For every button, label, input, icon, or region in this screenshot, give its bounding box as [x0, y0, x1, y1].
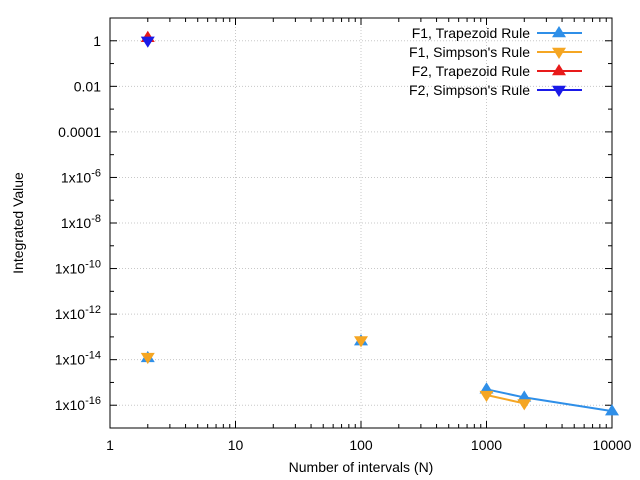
series-line — [486, 394, 525, 405]
y-axis-label: Integrated Value — [10, 172, 26, 274]
x-tick-label: 10000 — [593, 437, 632, 453]
y-tick-label: 1x10-10 — [55, 259, 101, 277]
data-point — [354, 336, 368, 348]
data-point — [479, 382, 494, 394]
x-tick-label: 1000 — [471, 437, 502, 453]
series-2 — [140, 336, 532, 411]
y-tick-label: 1x10-14 — [55, 350, 101, 368]
y-tick-label: 1x10-8 — [61, 213, 101, 231]
data-point — [517, 399, 532, 411]
series-4 — [140, 36, 155, 48]
legend-marker — [552, 64, 566, 76]
x-tick-label: 1 — [106, 437, 114, 453]
y-tick-label: 1x10-16 — [55, 395, 101, 413]
legend-marker — [552, 26, 566, 38]
x-axis-label: Number of intervals (N) — [289, 459, 434, 475]
x-tick-label: 100 — [349, 437, 373, 453]
x-tick-label: 10 — [228, 437, 244, 453]
y-tick-label: 0.01 — [74, 78, 101, 94]
legend-label: F2, Simpson's Rule — [409, 82, 530, 98]
data-point — [605, 404, 619, 416]
data-point — [140, 352, 155, 365]
data-point — [517, 390, 532, 402]
legend-label: F1, Trapezoid Rule — [412, 25, 530, 41]
y-tick-label: 1x10-6 — [61, 167, 101, 185]
legend-marker — [552, 47, 566, 59]
series-layer — [140, 30, 619, 416]
legend-label: F1, Simpson's Rule — [409, 44, 530, 60]
legend-marker — [552, 85, 566, 97]
grid — [110, 18, 612, 428]
data-point — [140, 36, 155, 48]
data-point — [479, 390, 494, 403]
legend: F1, Trapezoid Rule F1, Simpson's Rule F2, … — [409, 25, 582, 98]
axis-ticks: 1 10 100 1000 10000 1 0.01 0.0001 1x10-6 1x10-8 1x… — [55, 18, 632, 453]
series-1 — [140, 334, 619, 416]
y-tick-label: 1 — [93, 33, 101, 49]
legend-label: F2, Trapezoid Rule — [412, 63, 530, 79]
y-tick-label: 0.0001 — [58, 124, 101, 140]
y-tick-label: 1x10-12 — [55, 304, 101, 322]
